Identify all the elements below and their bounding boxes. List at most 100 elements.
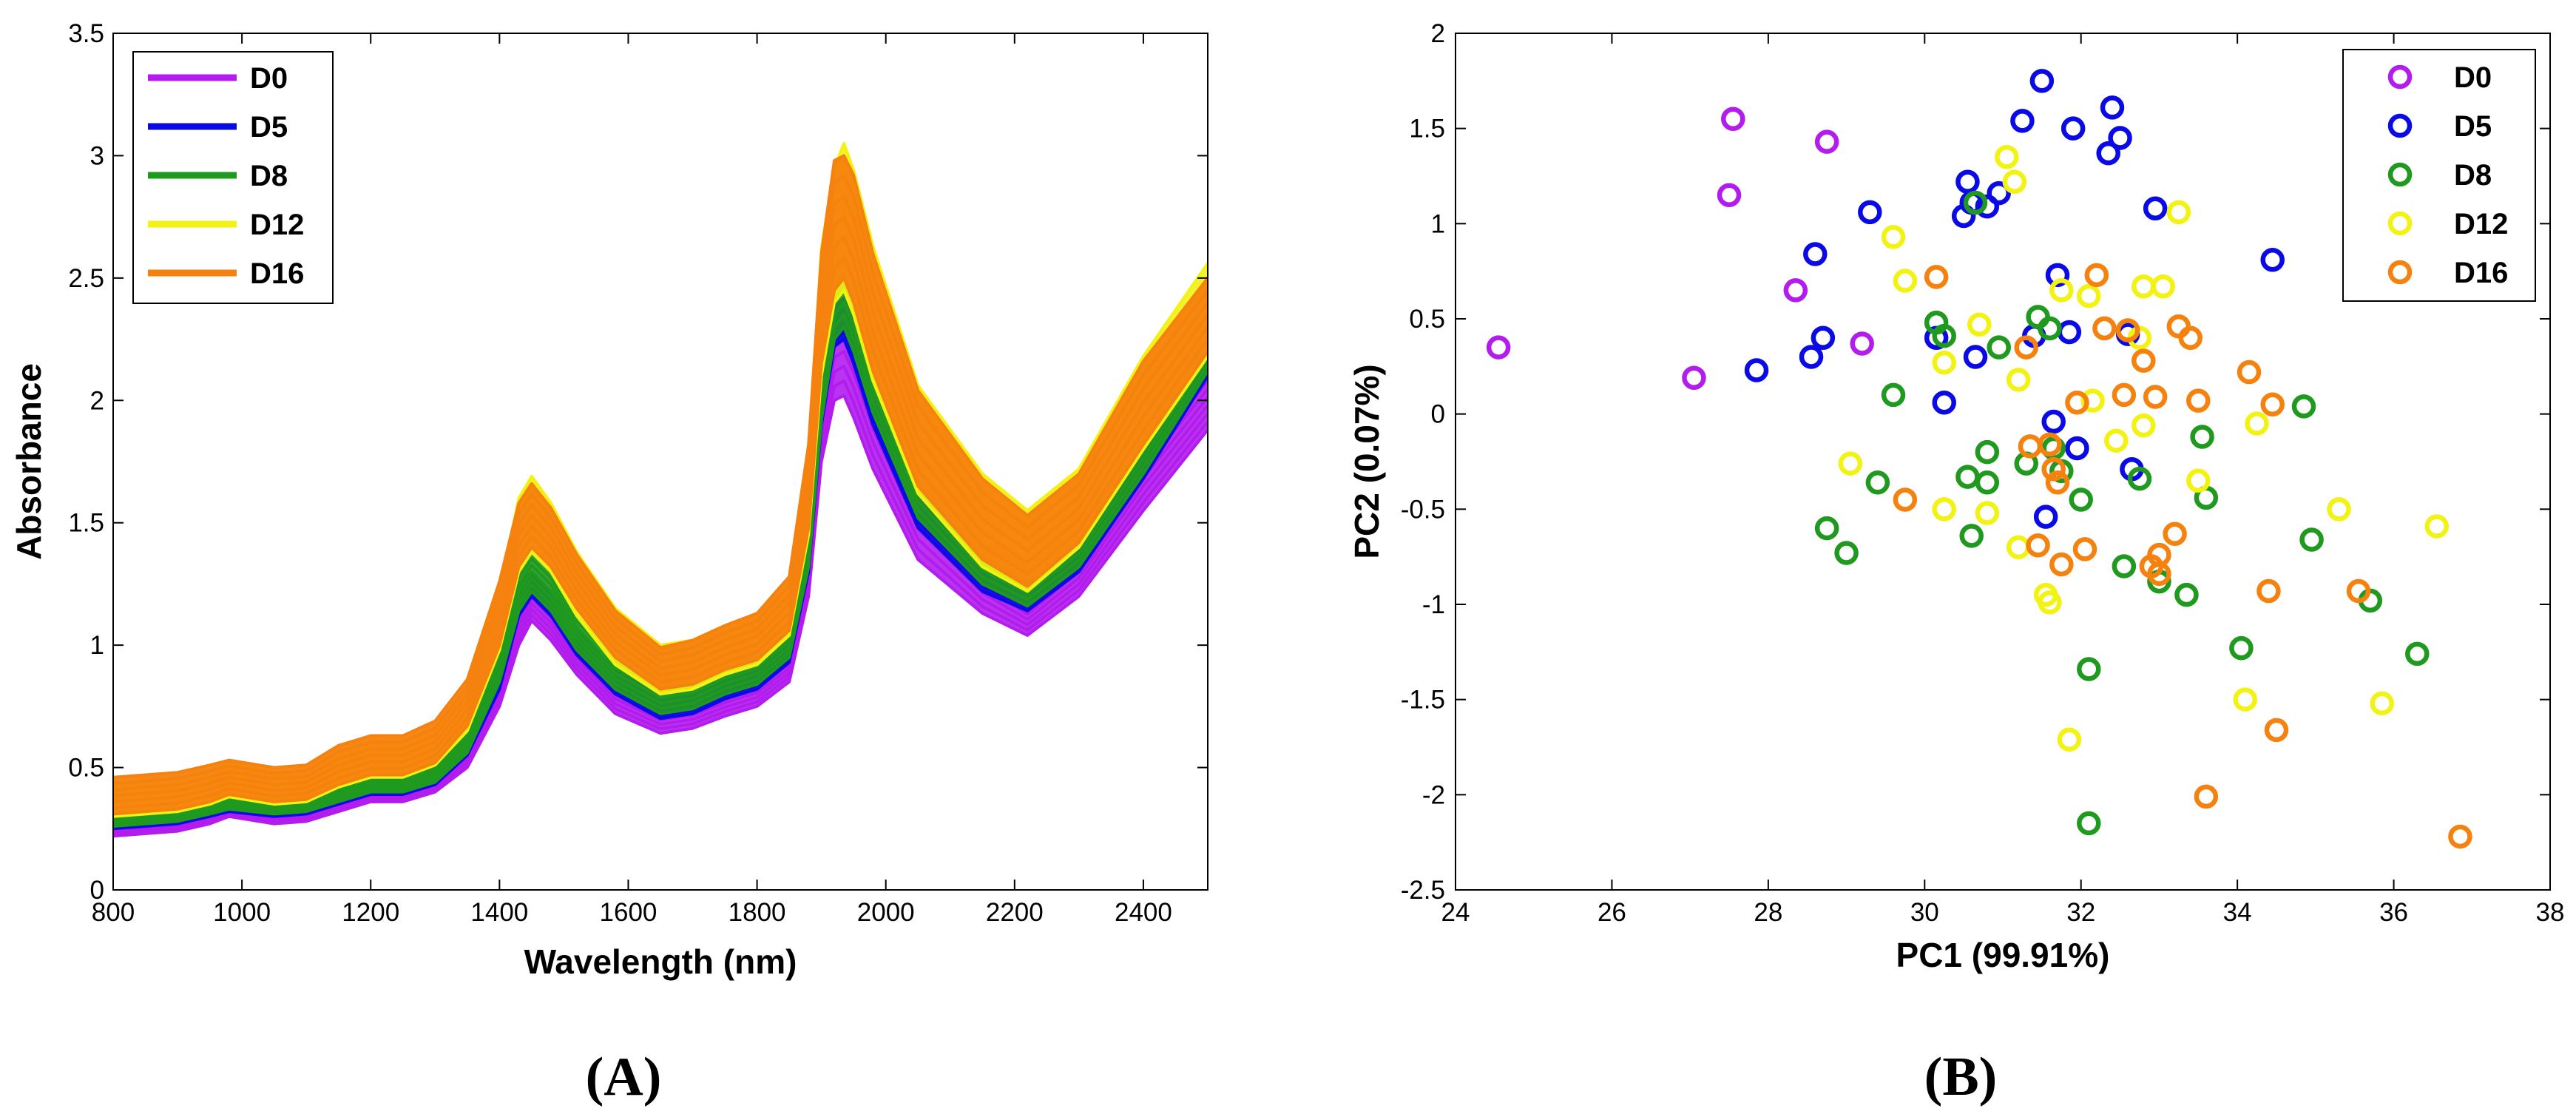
spectrum-line-d16: [113, 276, 1208, 816]
point-d0: [1783, 278, 1808, 303]
panel-b: 24 26 28 30 32 34 36 38 -2.5 -2 -1.5 -1 -0.5 0 0.5 1 1.5…: [1348, 19, 2564, 1107]
point-d5: [2100, 95, 2125, 120]
point-d12: [2104, 428, 2129, 453]
point-d8: [2038, 316, 2062, 341]
spectrum-line-d16: [113, 154, 1208, 779]
point-d8: [1865, 470, 1890, 495]
y-tick-label-a: 1.5: [68, 509, 104, 538]
point-d5: [1744, 358, 1769, 382]
legend-a: D0 D5 D8 D12 D16: [132, 51, 334, 304]
legend-marker-d0: [2387, 64, 2413, 90]
spectrum-line-d8: [113, 325, 1208, 828]
series-d16: [113, 154, 1208, 816]
legend-marker-d12: [2387, 211, 2413, 236]
point-d16: [2092, 316, 2117, 341]
point-d12: [1893, 269, 1918, 293]
y-axis-label-a: Absorbance: [10, 363, 48, 560]
y-tick-label-b: 2: [1431, 19, 1445, 48]
spectrum-line-d16: [113, 256, 1208, 810]
point-d16: [2264, 718, 2289, 743]
series-d0: [1486, 107, 1874, 391]
point-d16: [2260, 392, 2285, 417]
spectrum-line-d8: [113, 300, 1208, 823]
point-d12: [1967, 312, 1992, 337]
point-d8: [1963, 190, 1988, 215]
point-d8: [1975, 439, 2000, 465]
legend-box-b: [2342, 49, 2536, 302]
point-d5: [1975, 194, 2000, 219]
point-d16: [2147, 561, 2171, 587]
point-d16: [2041, 457, 2066, 482]
point-d0: [1721, 107, 1745, 132]
legend-label-d16: D16: [250, 257, 304, 290]
point-d8: [2299, 527, 2324, 552]
point-d16: [2186, 388, 2211, 413]
point-d16: [2049, 552, 2074, 577]
point-d12: [2327, 497, 2351, 522]
point-d16: [2072, 537, 2097, 561]
x-tick-label-b: 38: [2536, 898, 2565, 927]
y-tick-label-a: 2.5: [68, 264, 104, 293]
axis-ticks-b: 24 26 28 30 32 34 36 38 -2.5 -2 -1.5 -1 -0.5 0 0.5 1 1.5…: [1401, 19, 2565, 927]
spectrum-line-d16: [113, 235, 1208, 803]
point-d8: [2077, 811, 2101, 836]
y-tick-label-b: 0: [1431, 400, 1445, 429]
spectrum-line-d12: [113, 288, 1208, 818]
legend-label-d12: D12: [250, 209, 304, 241]
legend-label-d16: D16: [2454, 257, 2508, 289]
x-tick-label-a: 1200: [342, 898, 399, 927]
point-d8: [2069, 487, 2093, 512]
point-d5: [2143, 196, 2168, 220]
spectrum-line-d16: [113, 215, 1208, 797]
legend-marker-d16: [2387, 260, 2413, 285]
x-tick-label-a: 2200: [986, 898, 1044, 927]
y-tick-label-a: 0: [90, 876, 104, 905]
legend-marker-d8: [2387, 162, 2413, 187]
point-d5: [2045, 263, 2070, 288]
point-d16: [2194, 784, 2219, 809]
point-d12: [1932, 497, 1956, 522]
y-tick-label-a: 2: [90, 386, 104, 415]
point-d8: [1932, 323, 1956, 348]
spectrum-line-d16: [113, 175, 1208, 786]
point-d5: [2260, 247, 2285, 272]
point-d12: [2186, 468, 2211, 493]
legend-label-d5: D5: [2454, 110, 2492, 143]
point-d12: [2233, 687, 2257, 712]
x-tick-label-b: 26: [1598, 898, 1626, 927]
point-d12: [2049, 278, 2074, 303]
point-d12: [2166, 200, 2191, 225]
point-d12: [1975, 501, 2000, 525]
point-d12: [2006, 368, 2031, 392]
point-d12: [1932, 350, 1956, 375]
point-d5: [2108, 126, 2132, 150]
x-tick-label-b: 24: [1441, 898, 1470, 927]
plot-area-b: [1455, 33, 2551, 891]
y-tick-label-a: 3.5: [68, 19, 104, 48]
point-d5: [2061, 116, 2086, 141]
point-d8: [2077, 657, 2101, 681]
point-d5: [1858, 200, 1882, 225]
x-tick-label-a: 1000: [213, 898, 271, 927]
point-d16: [1924, 265, 1949, 289]
point-d16: [2045, 470, 2070, 495]
panel-label-b: (B): [1924, 1047, 1998, 1107]
x-tick-label-b: 32: [2066, 898, 2095, 927]
series-d16: [1893, 263, 2472, 849]
x-axis-label-a: Wavelength (nm): [524, 942, 797, 981]
x-tick-label-a: 1600: [600, 898, 657, 927]
x-tick-label-b: 28: [1754, 898, 1782, 927]
point-d12: [1995, 145, 2019, 169]
y-tick-label-b: -1.5: [1401, 686, 1445, 715]
point-d16: [2237, 360, 2262, 385]
point-d12: [2245, 411, 2269, 436]
legend-label-d0: D0: [250, 62, 288, 95]
point-d8: [1834, 541, 1859, 565]
point-d16: [2115, 318, 2140, 342]
point-d16: [2448, 824, 2472, 849]
point-d8: [1987, 335, 2011, 360]
point-d0: [1486, 335, 1511, 360]
legend-b: D0 D5 D8 D12 D16: [2342, 49, 2536, 302]
point-d5: [2041, 409, 2066, 434]
spectrum-line-d8: [113, 313, 1208, 826]
